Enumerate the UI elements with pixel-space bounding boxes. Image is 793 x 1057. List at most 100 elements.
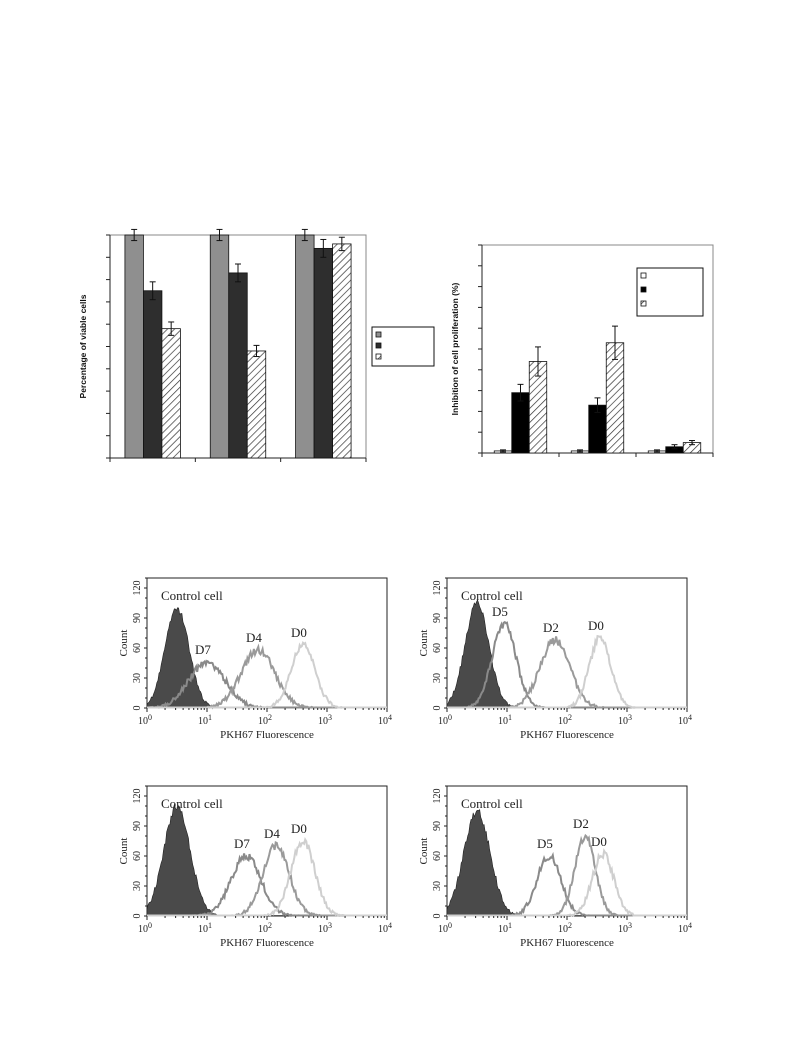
y-tick-label: 0	[432, 706, 443, 711]
legend-swatch-gray	[375, 331, 382, 338]
histogram-d0	[447, 847, 687, 917]
y-tick-label: 60	[132, 851, 143, 861]
curve-label-d0: D0	[591, 834, 607, 849]
legend-box	[636, 267, 704, 317]
y-tick-label: 60	[432, 851, 443, 861]
legend-swatch-dark	[375, 342, 382, 349]
bar-gray-0	[124, 234, 144, 459]
y-tick-label: 90	[432, 613, 443, 623]
legend-swatch-hatch	[640, 300, 647, 307]
control-cell-label: Control cell	[461, 588, 523, 603]
x-tick-label: 100	[438, 921, 452, 935]
x-tick-label: 102	[258, 713, 272, 727]
y-tick-label: 0	[132, 706, 143, 711]
y-tick-label: 0	[432, 914, 443, 919]
y-tick-label: 90	[432, 821, 443, 831]
x-tick-label: 101	[198, 713, 212, 727]
flow-histogram-c-panel: D7 D4 D0 Control cell 0 30 60 90 120 Count 100 101 1…	[105, 780, 405, 960]
x-tick-label: 103	[618, 921, 632, 935]
x-tick-label: 101	[498, 713, 512, 727]
y-tick-label: 120	[432, 581, 443, 596]
bar-black-0	[511, 392, 530, 454]
x-tick-label: 100	[438, 713, 452, 727]
y-tick-label: 120	[132, 789, 143, 804]
curve-label-d4: D4	[264, 826, 280, 841]
x-tick-label: 101	[498, 921, 512, 935]
x-axis-label: PKH67 Fluorescence	[520, 729, 614, 741]
x-tick-label: 103	[318, 713, 332, 727]
legend-swatch-black	[640, 286, 647, 293]
x-tick-label: 100	[138, 713, 152, 727]
x-tick-label: 104	[678, 921, 692, 935]
y-tick-label: 60	[132, 643, 143, 653]
histogram-d0	[147, 641, 387, 709]
bar-gray-2	[295, 234, 315, 459]
x-tick-label: 103	[318, 921, 332, 935]
x-tick-label: 103	[618, 713, 632, 727]
control-cell-label: Control cell	[461, 796, 523, 811]
x-tick-label: 104	[678, 713, 692, 727]
x-tick-label: 102	[558, 713, 572, 727]
curve-label-d4: D4	[246, 630, 262, 645]
curve-label-d0: D0	[588, 618, 604, 633]
histogram-d0	[447, 634, 687, 709]
legend-swatch-white	[640, 272, 647, 279]
bar-dark-2	[313, 247, 333, 459]
y-tick-label: 60	[432, 643, 443, 653]
flow-histogram-d-panel: D5 D2 D0 Control cell 0 30 60 90 120 Count 100 101 1…	[405, 780, 705, 960]
y-tick-label: 120	[132, 581, 143, 596]
control-cell-label: Control cell	[161, 796, 223, 811]
flow-histogram-c: D7 D4 D0 Control cell 0 30 60 90 120 Count 100 101 1…	[118, 785, 392, 949]
y-tick-label: 30	[132, 673, 143, 683]
proliferation-chart-panel: Inhibition of cell proliferation (%)	[445, 238, 725, 463]
bar-dark-1	[228, 272, 248, 459]
bar-gray-1	[209, 234, 230, 459]
legend-box	[371, 326, 435, 367]
proliferation-chart: Inhibition of cell proliferation (%)	[450, 244, 714, 457]
y-axis-label: Count	[118, 630, 130, 657]
y-axis-label: Count	[418, 838, 430, 865]
legend-swatch-hatch	[375, 353, 382, 360]
curve-label-d0: D0	[291, 625, 307, 640]
flow-histogram-b-panel: D5 D2 D0 Control cell 0 30 60 90 120 Count 100 101 1…	[405, 572, 705, 752]
x-axis-label: PKH67 Fluorescence	[220, 937, 314, 949]
x-tick-label: 102	[258, 921, 272, 935]
viability-chart: Percentage of viable cells	[78, 228, 435, 462]
y-axis-label: Count	[118, 838, 130, 865]
y-tick-label: 30	[432, 673, 443, 683]
flow-histogram-a-panel: D7 D4 D0 Control cell 0 30 60 90 120 Count 100 101 1…	[105, 572, 405, 752]
flow-histogram-b: D5 D2 D0 Control cell 0 30 60 90 120 Count 100 101 1…	[418, 577, 692, 741]
bar-hatch-2	[332, 243, 352, 459]
y-tick-label: 0	[132, 914, 143, 919]
curve-label-d2: D2	[573, 816, 589, 831]
x-tick-label: 104	[378, 713, 392, 727]
x-tick-label: 101	[198, 921, 212, 935]
y-tick-label: 90	[132, 821, 143, 831]
y-tick-label: 30	[432, 881, 443, 891]
curve-label-d7: D7	[195, 642, 211, 657]
x-tick-label: 102	[558, 921, 572, 935]
y-tick-label: 120	[432, 789, 443, 804]
x-axis-label: PKH67 Fluorescence	[220, 729, 314, 741]
curve-label-d0: D0	[291, 821, 307, 836]
y-tick-label: 30	[132, 881, 143, 891]
y-axis-label: Count	[418, 630, 430, 657]
viability-chart-panel: Percentage of viable cells	[70, 228, 440, 468]
curve-label-d2: D2	[543, 620, 559, 635]
curve-label-d7: D7	[234, 836, 250, 851]
curve-label-d5: D5	[492, 604, 508, 619]
histogram-d0	[147, 836, 387, 917]
x-axis-label: PKH67 Fluorescence	[520, 937, 614, 949]
y-axis-label: Inhibition of cell proliferation (%)	[450, 282, 460, 415]
y-axis-label: Percentage of viable cells	[78, 294, 88, 398]
x-tick-label: 100	[138, 921, 152, 935]
control-cell-label: Control cell	[161, 588, 223, 603]
bar-hatch-0	[161, 328, 181, 459]
bar-hatch-1	[246, 350, 267, 459]
bar-dark-0	[143, 290, 163, 459]
y-tick-label: 90	[132, 613, 143, 623]
flow-histogram-a: D7 D4 D0 Control cell 0 30 60 90 120 Count 100 101 1…	[118, 577, 392, 741]
curve-label-d5: D5	[537, 836, 553, 851]
x-tick-label: 104	[378, 921, 392, 935]
